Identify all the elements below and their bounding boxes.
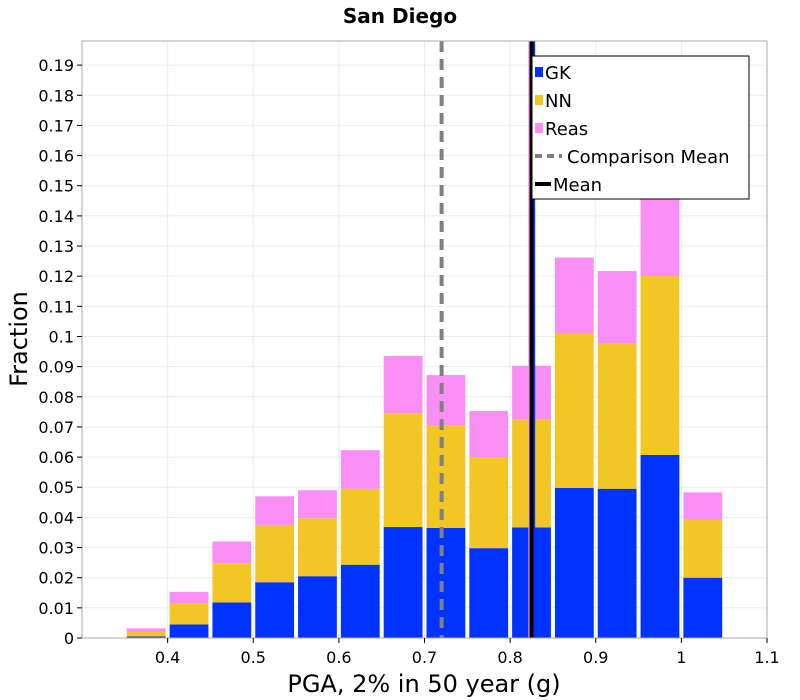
y-tick-label: 0.1 — [49, 327, 74, 346]
y-axis-ticks: 0 0.01 0.02 0.03 0.04 0.05 0.06 0.07 0.08 0.09 0.1… — [38, 56, 82, 648]
x-tick-label: 0.9 — [583, 648, 608, 667]
x-tick-label: 0.4 — [155, 648, 180, 667]
bar-gk — [640, 454, 680, 638]
bar-reas — [126, 628, 166, 632]
bar-nn — [298, 518, 337, 577]
bar-gk — [169, 624, 209, 638]
y-tick-label: 0.14 — [38, 207, 74, 226]
x-tick-label: 0.8 — [497, 648, 522, 667]
bar-nn — [640, 276, 680, 455]
bar-reas — [255, 496, 295, 525]
bar-reas — [340, 450, 380, 489]
bar-nn — [683, 519, 723, 578]
legend-swatch-gk — [535, 67, 543, 77]
bar-nn — [426, 425, 466, 528]
bar-reas — [169, 591, 209, 604]
bar-gk — [426, 527, 466, 638]
y-tick-label: 0.17 — [38, 116, 74, 135]
y-tick-label: 0.04 — [38, 508, 74, 527]
y-tick-label: 0.16 — [38, 147, 74, 166]
legend-label-gk: GK — [545, 63, 572, 84]
bar-reas — [212, 541, 252, 564]
bar-nn — [554, 333, 594, 488]
y-tick-label: 0.02 — [38, 569, 74, 588]
y-tick-label: 0.13 — [38, 237, 74, 256]
bar-reas — [469, 410, 509, 458]
y-tick-label: 0.18 — [38, 86, 74, 105]
bar-gk — [340, 564, 380, 638]
chart-title: San Diego — [343, 4, 457, 28]
bar-reas — [426, 375, 466, 426]
bar-reas — [640, 185, 680, 277]
bar-gk — [383, 527, 423, 638]
x-tick-label: 0.7 — [412, 648, 437, 667]
y-axis-title: Fraction — [5, 291, 33, 387]
y-tick-label: 0.19 — [38, 56, 74, 75]
y-tick-label: 0.08 — [38, 388, 74, 407]
legend-swatch-reas — [535, 123, 543, 133]
y-tick-label: 0.11 — [38, 297, 74, 316]
legend-label-nn: NN — [545, 91, 572, 112]
bar-gk — [212, 602, 252, 638]
bar-gk — [554, 487, 594, 638]
bar-nn — [597, 343, 637, 489]
bar-nn — [383, 413, 423, 528]
bar-gk — [597, 488, 637, 638]
bar-nn — [255, 524, 295, 583]
bar-nn — [340, 488, 380, 565]
x-tick-label: 1 — [676, 648, 686, 667]
y-tick-label: 0.07 — [38, 418, 74, 437]
bar-reas — [298, 490, 337, 519]
x-tick-label: 1.1 — [754, 648, 779, 667]
y-tick-label: 0.06 — [38, 448, 74, 467]
legend-label-reas: Reas — [545, 119, 588, 140]
bar-nn — [469, 457, 509, 549]
y-tick-label: 0.05 — [38, 478, 74, 497]
bar-gk — [469, 548, 509, 638]
x-tick-label: 0.5 — [241, 648, 266, 667]
legend-swatch-nn — [535, 95, 543, 105]
y-tick-label: 0.03 — [38, 539, 74, 558]
bars — [126, 185, 723, 638]
bar-nn — [212, 563, 252, 603]
bar-gk — [298, 576, 337, 638]
legend-box — [531, 55, 750, 200]
x-axis-title: PGA, 2% in 50 year (g) — [287, 670, 560, 698]
bar-nn — [169, 603, 209, 625]
x-axis-ticks: 0.4 0.5 0.6 0.7 0.8 0.9 1 1.1 — [155, 638, 780, 667]
legend-label-comparison-mean: Comparison Mean — [567, 147, 730, 168]
y-tick-label: 0.12 — [38, 267, 74, 286]
bar-gk — [255, 582, 295, 638]
y-tick-label: 0.15 — [38, 177, 74, 196]
x-tick-label: 0.6 — [326, 648, 351, 667]
y-tick-label: 0.01 — [38, 599, 74, 618]
bar-reas — [554, 257, 594, 334]
bar-gk — [683, 577, 723, 638]
bar-reas — [597, 271, 637, 344]
y-tick-label: 0 — [64, 629, 74, 648]
legend-label-mean: Mean — [553, 175, 602, 196]
y-tick-label: 0.09 — [38, 358, 74, 377]
bar-nn — [126, 631, 166, 637]
legend: GK NN Reas Comparison Mean Mean — [531, 55, 750, 200]
bar-gk — [126, 636, 166, 638]
bar-reas — [383, 356, 423, 414]
bar-reas — [683, 492, 723, 520]
